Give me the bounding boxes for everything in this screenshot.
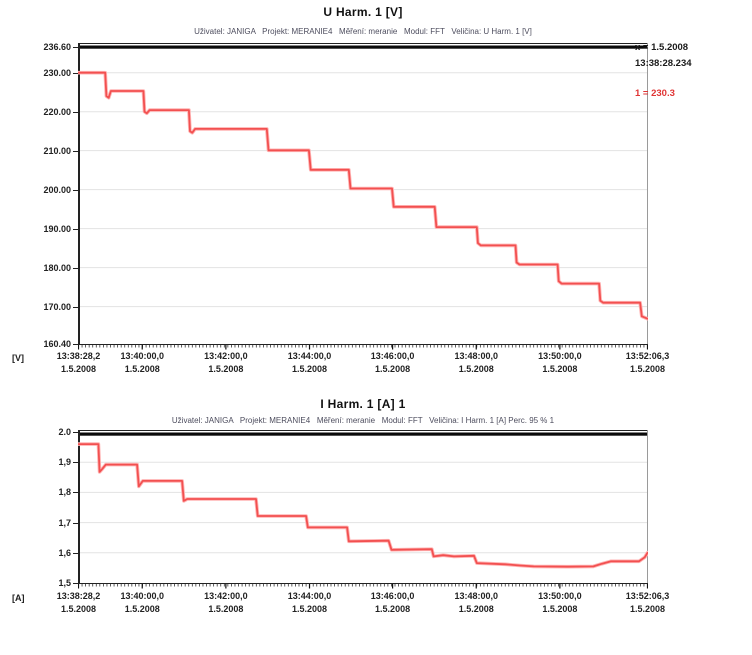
x-tick-time-label: 13:52:06,3 [625, 351, 670, 361]
y-tick-mark [73, 552, 78, 554]
y-tick-label: 190.00 [43, 223, 71, 234]
y-tick-label: 1,8 [58, 487, 71, 498]
y-tick-label: 200.00 [43, 184, 71, 195]
y-tick-mark [73, 47, 78, 48]
cursor-value-readout: 1 = 230.3 [635, 88, 675, 99]
x-tick-date-label: 1.5.2008 [375, 364, 411, 374]
x-tick-date-label: 1.5.2008 [542, 604, 578, 614]
y-tick-label: 1,6 [58, 547, 71, 558]
chart-subtitle: Uživatel: JANIGA Projekt: MERANIE4 Měřen… [171, 416, 555, 425]
cursor-date-readout: x = 1.5.2008 [635, 42, 689, 53]
y-tick-label: 160.40 [43, 339, 71, 349]
x-tick-date-label: 1.5.2008 [291, 604, 328, 614]
current-harmonic-chart: I Harm. 1 [A] 1 Uživatel: JANIGA Projekt… [0, 396, 752, 646]
y-tick-label: 1,7 [58, 517, 71, 528]
x-tick-time-label: 13:42:00,0 [204, 591, 248, 601]
voltage-harmonic-chart: U Harm. 1 [V] Uživatel: JANIGA Projekt: … [0, 5, 752, 391]
y-tick-label: 2.0 [58, 427, 71, 437]
x-tick-time-label: 13:50:00,0 [538, 351, 582, 361]
chart-title: I Harm. 1 [A] 1 [320, 397, 406, 411]
x-tick-date-label: 1.5.2008 [60, 604, 97, 614]
x-tick-time-label: 13:40:00,0 [120, 591, 164, 601]
y-tick-mark [73, 462, 78, 464]
y-tick-mark [73, 150, 78, 152]
y-tick-mark [73, 492, 78, 494]
x-tick-time-label: 13:50:00,0 [538, 591, 582, 601]
x-tick-time-label: 13:48:00,0 [454, 591, 498, 601]
y-tick-label: 170.00 [43, 301, 71, 312]
y-tick-label: 180.00 [43, 262, 71, 273]
y-tick-mark [73, 583, 78, 584]
y-axis-labels: 2.0 1,9 1,8 1,7 1,6 1,5 [0, 427, 78, 640]
x-tick-date-label: 1.5.2008 [208, 364, 244, 374]
x-tick-date-label: 1.5.2008 [375, 604, 411, 614]
y-tick-mark [73, 267, 78, 269]
y-axis-unit-label: [V] [12, 353, 24, 363]
y-tick-label: 210.00 [43, 145, 71, 156]
chart-subtitle: Uživatel: JANIGA Projekt: MERANIE4 Měřen… [194, 27, 532, 36]
x-tick-date-label: 1.5.2008 [60, 364, 97, 374]
y-tick-mark [73, 306, 78, 308]
x-tick-date-label: 1.5.2008 [458, 604, 494, 614]
y-tick-mark [73, 111, 78, 113]
x-tick-date-label: 1.5.2008 [542, 364, 578, 374]
plot-area-wrap: 2.0 1,9 1,8 1,7 1,6 1,5 13:38:28,2 1.5.2008 13:… [0, 427, 752, 640]
y-tick-label: 220.00 [43, 106, 71, 117]
chart-title: U Harm. 1 [V] [323, 5, 403, 19]
x-tick-time-label: 13:44:00,0 [287, 591, 332, 601]
x-tick-date-label: 1.5.2008 [124, 364, 160, 374]
y-tick-mark [73, 432, 78, 433]
current-plot-canvas[interactable] [78, 430, 648, 596]
y-tick-mark [73, 189, 78, 191]
x-tick-date-label: 1.5.2008 [291, 364, 328, 374]
y-tick-label: 230.00 [43, 67, 71, 78]
y-tick-label: 1,9 [58, 457, 71, 468]
x-tick-date-label: 1.5.2008 [124, 604, 160, 614]
x-tick-time-label: 13:44:00,0 [287, 351, 332, 361]
x-tick-time-label: 13:52:06,3 [625, 591, 670, 601]
y-tick-label: 1,5 [58, 578, 71, 588]
y-tick-label: 236.60 [43, 42, 71, 52]
x-tick-date-label: 1.5.2008 [629, 364, 666, 374]
cursor-time-readout: 13:38:28.234 [635, 58, 692, 69]
y-tick-mark [73, 522, 78, 524]
y-tick-mark [73, 344, 78, 345]
y-tick-mark [73, 72, 78, 74]
x-tick-date-label: 1.5.2008 [629, 604, 666, 614]
y-axis-labels: 236.60 230.00 220.00 210.00 200.00 190.00 180.… [0, 42, 78, 383]
y-tick-mark [73, 228, 78, 230]
voltage-plot-canvas[interactable] [78, 43, 648, 356]
x-tick-time-label: 13:46:00,0 [370, 351, 415, 361]
y-axis-unit-label: [A] [12, 593, 25, 603]
x-tick-time-label: 13:42:00,0 [204, 351, 248, 361]
x-tick-time-label: 13:38:28,2 [56, 351, 101, 361]
x-tick-date-label: 1.5.2008 [208, 604, 244, 614]
x-tick-time-label: 13:38:28,2 [56, 591, 101, 601]
x-tick-date-label: 1.5.2008 [458, 364, 494, 374]
x-tick-time-label: 13:46:00,0 [370, 591, 415, 601]
x-tick-time-label: 13:40:00,0 [120, 351, 164, 361]
x-tick-time-label: 13:48:00,0 [454, 351, 498, 361]
plot-area-wrap: 236.60 230.00 220.00 210.00 200.00 190.00 180.… [0, 42, 752, 383]
